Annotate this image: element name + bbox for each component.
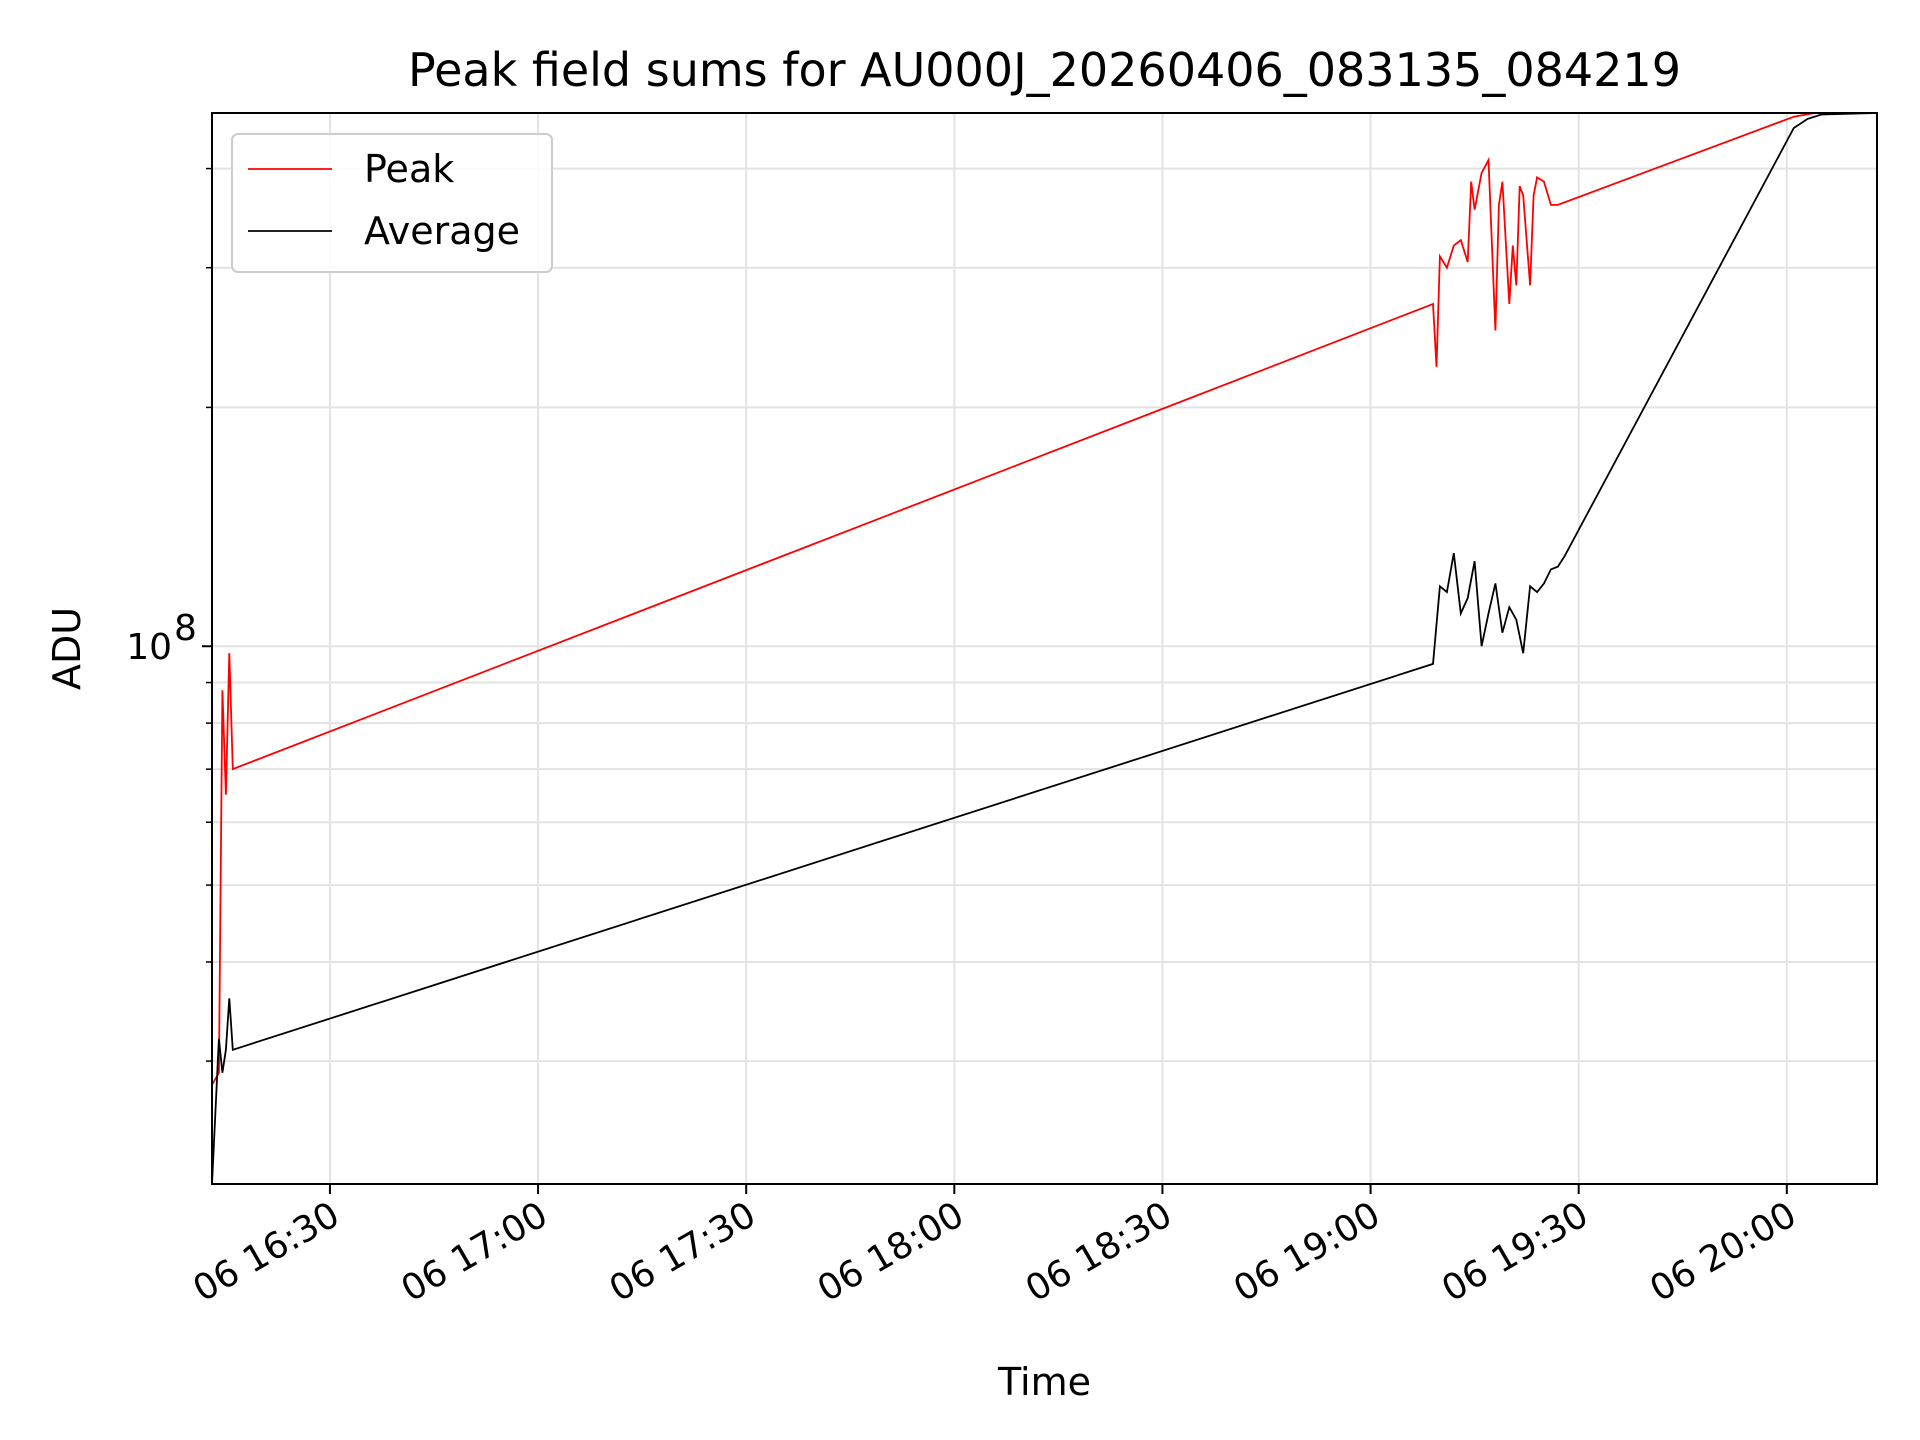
series-line-average [211, 112, 1878, 1185]
chart-title: Peak field sums for AU000J_20260406_0831… [408, 43, 1681, 97]
x-axis-label: Time [997, 1360, 1091, 1404]
grid [212, 113, 1877, 1184]
y-tick-label: 10 [126, 627, 172, 668]
legend-label-peak: Peak [364, 147, 454, 191]
plot-frame [211, 112, 1878, 1185]
y-tick-label-exponent: 8 [174, 608, 197, 649]
legend: Peak Average [231, 133, 553, 273]
y-axis-label: ADU [45, 607, 89, 690]
series-line-peak [211, 112, 1877, 1086]
legend-label-average: Average [364, 209, 520, 253]
series-layer [211, 112, 1878, 1185]
